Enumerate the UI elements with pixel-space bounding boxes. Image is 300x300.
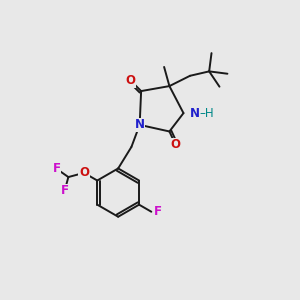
- Text: –H: –H: [200, 106, 214, 120]
- Text: F: F: [154, 205, 162, 218]
- Text: F: F: [61, 184, 69, 197]
- Text: O: O: [171, 138, 181, 151]
- Text: O: O: [126, 74, 136, 87]
- Text: F: F: [53, 162, 61, 176]
- Text: O: O: [79, 167, 89, 179]
- Text: N: N: [135, 118, 145, 131]
- Text: N: N: [190, 106, 200, 120]
